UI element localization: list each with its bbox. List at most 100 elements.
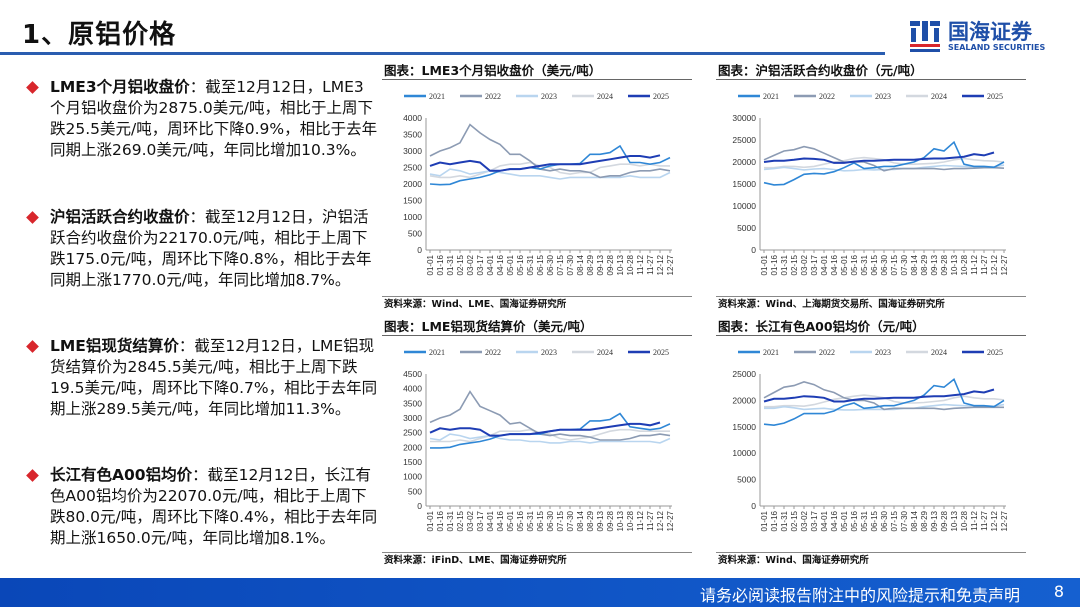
legend-label-2022: 2022 xyxy=(819,92,835,101)
sealand-logo-icon xyxy=(908,18,942,54)
diamond-bullet-icon xyxy=(26,211,39,224)
x-tick-label: 07-30 xyxy=(566,254,575,275)
x-tick-label: 09-13 xyxy=(596,510,605,531)
chart-title: 图表：长江有色A00铝均价（元/吨） xyxy=(716,318,1026,336)
x-tick-label: 08-14 xyxy=(576,254,585,275)
company-logo: 国海证券 SEALAND SECURITIES xyxy=(908,18,1045,54)
series-line-2023 xyxy=(429,433,671,444)
footer-bar: 请务必阅读报告附注中的风险提示和免责声明 8 xyxy=(0,578,1080,607)
series-line-2022 xyxy=(429,123,671,179)
x-tick-label: 05-01 xyxy=(840,510,849,531)
x-tick-label: 07-30 xyxy=(566,510,575,531)
x-tick-label: 02-15 xyxy=(456,254,465,275)
x-tick-label: 05-31 xyxy=(526,254,535,275)
x-tick-label: 09-28 xyxy=(606,510,615,531)
y-tick-label: 2500 xyxy=(403,163,422,173)
x-tick-label: 04-16 xyxy=(496,510,505,531)
legend-label-2023: 2023 xyxy=(541,348,557,357)
x-tick-label: 05-01 xyxy=(840,254,849,275)
chart-lme-spot: 图表：LME铝现货结算价（美元/吨） 2021 2022 2023 2024 2025 0… xyxy=(382,318,692,567)
x-tick-label: 05-31 xyxy=(526,510,535,531)
y-tick-label: 1500 xyxy=(403,457,422,467)
x-tick-label: 03-17 xyxy=(476,510,485,531)
legend-label-2023: 2023 xyxy=(875,92,891,101)
x-tick-label: 11-27 xyxy=(980,510,989,530)
x-tick-label: 11-12 xyxy=(636,510,645,530)
series-line-2021 xyxy=(763,140,1005,186)
x-tick-label: 09-28 xyxy=(606,254,615,275)
x-tick-label: 01-16 xyxy=(770,510,779,531)
logo-text-cn: 国海证券 xyxy=(948,19,1032,44)
x-tick-label: 08-29 xyxy=(920,254,929,275)
x-tick-label: 01-31 xyxy=(780,254,789,275)
x-tick-label: 05-01 xyxy=(506,254,515,275)
logo-text-en: SEALAND SECURITIES xyxy=(948,42,1046,52)
x-tick-label: 11-27 xyxy=(646,254,655,274)
y-tick-label: 0 xyxy=(751,245,756,255)
bullet-changjiang: 长江有色A00铝均价：截至12月12日，长江有色A00铝均价为22070.0元/… xyxy=(26,465,378,549)
x-tick-label: 05-31 xyxy=(860,510,869,531)
x-tick-label: 03-02 xyxy=(466,510,475,531)
series-line-2022 xyxy=(763,381,1004,411)
x-tick-label: 09-28 xyxy=(940,510,949,531)
x-tick-label: 01-16 xyxy=(436,254,445,275)
y-tick-label: 500 xyxy=(408,229,422,239)
y-tick-label: 20000 xyxy=(732,157,756,167)
bullet-text: ：截至12月12日，沪铝活跃合约收盘价为22170.0元/吨，相比于上周下跌17… xyxy=(50,208,372,289)
x-tick-label: 12-27 xyxy=(1000,510,1009,531)
x-tick-label: 04-01 xyxy=(486,510,495,531)
series-line-2025 xyxy=(763,151,995,164)
y-tick-label: 5000 xyxy=(737,475,756,485)
x-tick-label: 12-27 xyxy=(666,510,675,531)
legend-label-2023: 2023 xyxy=(541,92,557,101)
y-tick-label: 0 xyxy=(417,501,422,511)
bullet-text: ：截至12月12日，长江有色A00铝均价为22070.0元/吨，相比于上周下跌8… xyxy=(50,466,378,547)
x-tick-label: 01-16 xyxy=(770,254,779,275)
legend-label-2022: 2022 xyxy=(485,92,501,101)
x-tick-label: 12-27 xyxy=(666,254,675,275)
chart-plot: 2021 2022 2023 2024 2025 0 5000 10000 15000 20000… xyxy=(732,348,1009,531)
series-line-2023 xyxy=(429,168,671,180)
x-tick-label: 05-16 xyxy=(516,510,525,531)
x-tick-label: 03-17 xyxy=(810,510,819,531)
chart-source: 资料来源：Wind、上海期货交易所、国海证券研究所 xyxy=(716,296,1026,311)
series-line-2025 xyxy=(763,388,995,403)
x-tick-label: 11-12 xyxy=(970,510,979,530)
page-title: 1、原铝价格 xyxy=(22,20,177,50)
legend-label-2025: 2025 xyxy=(987,348,1003,357)
y-tick-label: 30000 xyxy=(732,113,756,123)
x-tick-label: 01-31 xyxy=(780,510,789,531)
x-tick-label: 04-16 xyxy=(496,254,505,275)
y-tick-label: 2500 xyxy=(403,428,422,438)
x-tick-label: 12-12 xyxy=(990,510,999,531)
x-tick-label: 02-15 xyxy=(790,254,799,275)
x-tick-label: 02-15 xyxy=(456,510,465,531)
bullet-label: LME3个月铝收盘价 xyxy=(50,78,190,96)
y-tick-label: 10000 xyxy=(732,448,756,458)
x-tick-label: 09-28 xyxy=(940,254,949,275)
x-tick-label: 10-28 xyxy=(960,254,969,275)
legend-label-2022: 2022 xyxy=(819,348,835,357)
x-tick-label: 12-12 xyxy=(656,254,665,275)
chart-source: 资料来源：Wind、LME、国海证券研究所 xyxy=(382,296,692,311)
page-number: 8 xyxy=(1053,582,1064,601)
series-line-2021 xyxy=(763,378,1005,427)
x-tick-label: 10-13 xyxy=(616,510,625,531)
legend-label-2025: 2025 xyxy=(653,348,669,357)
x-tick-label: 08-29 xyxy=(586,510,595,531)
diamond-bullet-icon xyxy=(26,469,39,482)
chart-changjiang: 图表：长江有色A00铝均价（元/吨） 2021 2022 2023 2024 2025 0… xyxy=(716,318,1026,567)
bullet-shfe: 沪铝活跃合约收盘价：截至12月12日，沪铝活跃合约收盘价为22170.0元/吨，… xyxy=(26,207,378,291)
x-tick-label: 06-30 xyxy=(546,510,555,531)
x-tick-label: 03-02 xyxy=(800,510,809,531)
legend-label-2024: 2024 xyxy=(597,92,613,101)
chart-lme3m: 图表：LME3个月铝收盘价（美元/吨） 2021 2022 2023 2024 2025… xyxy=(382,62,692,311)
y-tick-label: 5000 xyxy=(737,223,756,233)
y-tick-label: 4000 xyxy=(403,384,422,394)
x-tick-label: 06-30 xyxy=(880,254,889,275)
bullet-text: ：截至12月12日，LME铝现货结算价为2845.5美元/吨，相比于上周下跌19… xyxy=(50,337,378,418)
diamond-bullet-icon xyxy=(26,340,39,353)
legend-label-2021: 2021 xyxy=(429,92,445,101)
x-tick-label: 01-16 xyxy=(436,510,445,531)
chart-title: 图表：LME3个月铝收盘价（美元/吨） xyxy=(382,62,692,80)
